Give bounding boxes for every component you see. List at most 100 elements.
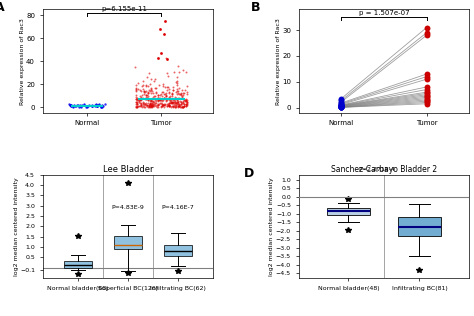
Point (137, 95, 145, 100)
Point (144, 97, 152, 102)
Point (149, 99, 156, 104)
Point (152, 85, 159, 90)
Point (174, 101, 182, 106)
Point (177, 104, 184, 109)
Point (161, 18, 169, 23)
Point (165, 96, 173, 101)
Point (132, 100, 139, 105)
Point (169, 91, 176, 96)
Point (174, 63, 182, 68)
Point (136, 99, 143, 104)
Point (180, 104, 188, 109)
Point (137, 100, 145, 106)
Point (137, 96, 144, 101)
Point (171, 103, 178, 108)
Point (423, 97, 430, 102)
Point (179, 100, 186, 105)
Point (148, 88, 155, 94)
Point (173, 97, 181, 102)
Point (173, 102, 180, 107)
Point (133, 104, 140, 109)
Point (84, 103, 92, 108)
Point (153, 99, 160, 104)
Point (68, 102, 75, 107)
Point (174, 104, 182, 109)
Point (143, 84, 150, 89)
Text: p = 1.507e-07: p = 1.507e-07 (359, 10, 409, 16)
Point (159, 103, 166, 108)
Text: B: B (251, 1, 260, 14)
Point (133, 97, 140, 102)
Point (80, 102, 88, 107)
Point (153, 101, 160, 106)
Point (146, 99, 154, 104)
Point (137, 101, 145, 106)
Point (168, 94, 176, 99)
Point (148, 90, 155, 95)
Point (136, 87, 143, 92)
Point (423, 101, 430, 106)
Point (77, 104, 85, 109)
Point (337, 103, 345, 108)
Point (146, 96, 154, 101)
Point (159, 96, 167, 101)
Point (137, 94, 145, 100)
Point (174, 90, 182, 95)
Point (93, 103, 101, 108)
Point (76, 104, 84, 109)
Point (337, 105, 345, 110)
Point (154, 55, 162, 60)
Point (178, 104, 186, 109)
Point (144, 83, 152, 88)
Point (136, 97, 144, 102)
Point (175, 104, 183, 109)
Point (171, 98, 178, 103)
Point (143, 101, 150, 106)
Point (179, 92, 186, 97)
Point (162, 103, 169, 108)
Point (132, 83, 140, 88)
Point (423, 25, 430, 30)
Point (175, 70, 182, 75)
Point (176, 98, 183, 103)
Point (145, 93, 152, 98)
Point (86, 102, 93, 107)
Point (69, 105, 77, 110)
Point (183, 89, 191, 94)
Point (162, 94, 170, 99)
Point (151, 76, 159, 82)
Point (140, 102, 148, 107)
Point (144, 96, 152, 101)
Point (142, 93, 149, 98)
Point (160, 102, 168, 107)
Point (133, 102, 140, 107)
Point (92, 101, 100, 106)
Point (147, 103, 155, 108)
Point (148, 104, 156, 109)
Point (156, 92, 164, 97)
Point (160, 103, 167, 108)
Point (147, 100, 155, 105)
Point (144, 96, 151, 101)
Point (175, 85, 182, 90)
Point (153, 85, 160, 90)
Point (337, 103, 345, 108)
Point (179, 104, 186, 109)
Point (176, 103, 184, 108)
Point (337, 104, 345, 109)
Point (135, 97, 142, 102)
Point (151, 97, 159, 102)
Point (83, 103, 91, 108)
Point (181, 97, 188, 102)
Point (134, 104, 141, 109)
Point (169, 97, 176, 102)
Point (182, 99, 190, 104)
Point (146, 103, 154, 108)
Point (140, 86, 147, 91)
Point (423, 94, 430, 99)
Point (146, 88, 154, 94)
Point (137, 94, 144, 99)
Point (76, 103, 84, 108)
Point (146, 81, 154, 86)
Point (89, 104, 96, 109)
